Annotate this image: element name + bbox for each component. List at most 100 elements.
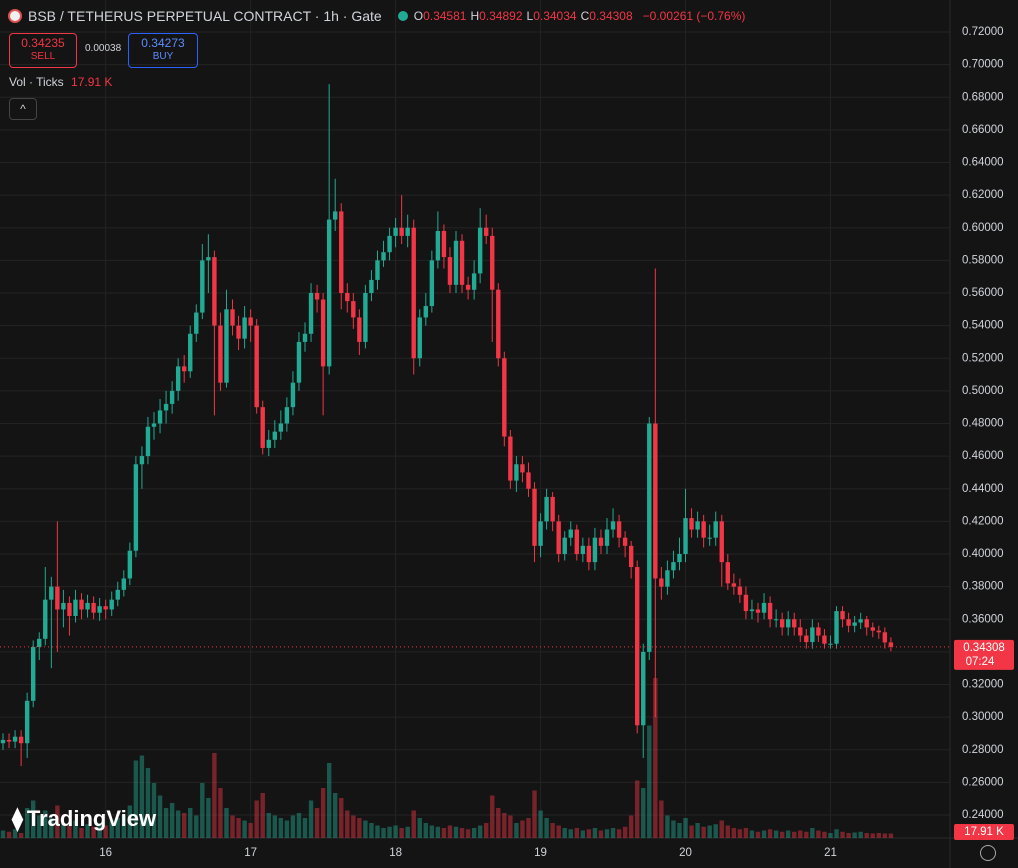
candle-body xyxy=(290,382,296,408)
candle-body xyxy=(435,230,441,261)
volume-bar xyxy=(562,828,567,838)
candle-body xyxy=(810,627,815,643)
candle-body xyxy=(79,599,84,610)
y-tick-label: 0.42000 xyxy=(962,515,1004,527)
ohlc-item: C0.34308 xyxy=(581,9,633,23)
volume-bar xyxy=(713,824,718,838)
candle-body xyxy=(568,529,573,538)
volume-bar xyxy=(151,783,157,838)
volume-bar xyxy=(127,805,133,838)
volume-bar xyxy=(351,815,356,838)
countdown: 07:24 xyxy=(966,656,995,668)
candle-body xyxy=(713,521,718,538)
candle-body xyxy=(773,619,779,621)
volume-bar xyxy=(163,808,169,838)
candle-body xyxy=(701,521,706,538)
volume-bar xyxy=(719,820,724,838)
volume-bar xyxy=(435,826,441,838)
volume-bar xyxy=(701,826,706,838)
sell-button[interactable]: 0.34235 SELL xyxy=(9,33,77,68)
y-tick-label: 0.24000 xyxy=(962,809,1004,821)
volume-bar xyxy=(526,818,531,838)
volume-bar xyxy=(786,830,791,838)
volume-bar xyxy=(145,768,151,838)
volume-bar xyxy=(73,820,78,838)
x-tick-label: 17 xyxy=(244,847,257,859)
candle-body xyxy=(562,537,567,554)
volume-bar xyxy=(731,828,737,838)
candle-body xyxy=(604,529,610,546)
volume-bar xyxy=(689,825,694,838)
symbol-title[interactable]: BSB / TETHERUS PERPETUAL CONTRACT · 1h ·… xyxy=(28,8,382,24)
candle-body xyxy=(520,464,525,473)
ohlc-item: H0.34892 xyxy=(470,9,522,23)
volume-bar xyxy=(133,760,139,838)
candle-body xyxy=(423,306,428,318)
volume-bar xyxy=(604,829,610,838)
candle-body xyxy=(266,439,271,448)
collapse-button[interactable]: ^ xyxy=(9,98,37,120)
volume-bar xyxy=(91,826,96,838)
volume-bar xyxy=(888,833,894,838)
candle-body xyxy=(743,594,749,612)
buy-button[interactable]: 0.34273 BUY xyxy=(128,33,198,68)
candle-body xyxy=(477,227,483,274)
y-tick-label: 0.44000 xyxy=(962,483,1004,495)
candle-body xyxy=(749,609,755,612)
settings-button[interactable] xyxy=(980,845,996,861)
candle-body xyxy=(647,423,652,652)
volume-bar xyxy=(828,833,833,838)
candle-body xyxy=(689,518,694,530)
watermark-text: TradingView xyxy=(26,806,157,831)
volume-bar xyxy=(683,818,688,838)
volume-bar xyxy=(212,753,217,838)
y-tick-label: 0.54000 xyxy=(962,320,1004,332)
candle-body xyxy=(103,606,108,610)
volume-bar xyxy=(876,833,881,838)
candle-body xyxy=(236,325,241,339)
sell-price: 0.34235 xyxy=(21,36,65,50)
sell-label: SELL xyxy=(30,51,56,62)
status-dot xyxy=(397,11,408,21)
volume-bar xyxy=(598,830,604,838)
volume-bar xyxy=(840,831,845,838)
candle-body xyxy=(163,403,169,411)
volume-bar xyxy=(544,818,549,838)
candle-body xyxy=(671,562,676,571)
candle-body xyxy=(683,518,688,554)
volume-bar xyxy=(743,828,749,838)
volume-bar xyxy=(18,833,24,838)
volume-bar xyxy=(616,829,622,838)
volume-bar xyxy=(363,820,368,838)
candle-body xyxy=(550,496,555,522)
candle-body xyxy=(157,410,163,424)
candle-body xyxy=(67,602,72,616)
candle-body xyxy=(314,292,320,300)
candle-body xyxy=(351,301,356,318)
volume-bar xyxy=(671,820,676,838)
volume-bar xyxy=(852,832,857,838)
y-tick-label: 0.48000 xyxy=(962,418,1004,430)
volume-bar xyxy=(453,826,459,838)
candle-body xyxy=(822,635,827,644)
candle-body xyxy=(121,578,126,590)
candle-body xyxy=(12,736,18,742)
candle-body xyxy=(248,317,253,326)
candle-body xyxy=(719,521,724,563)
symbol-logo xyxy=(8,9,22,23)
ohlc-item: L0.34034 xyxy=(527,9,577,23)
volume-bar xyxy=(169,803,175,838)
candle-body xyxy=(127,550,133,579)
y-tick-label: 0.58000 xyxy=(962,254,1004,266)
volume-bar xyxy=(200,783,205,838)
volume-bar xyxy=(574,828,579,838)
candle-body xyxy=(363,292,368,342)
candle-body xyxy=(429,260,435,307)
volume-bar xyxy=(278,818,284,838)
candle-body xyxy=(622,537,628,546)
candle-body xyxy=(326,219,332,367)
volume-bar xyxy=(399,828,404,838)
volume-bar xyxy=(659,800,664,838)
volume-bar xyxy=(49,818,54,838)
